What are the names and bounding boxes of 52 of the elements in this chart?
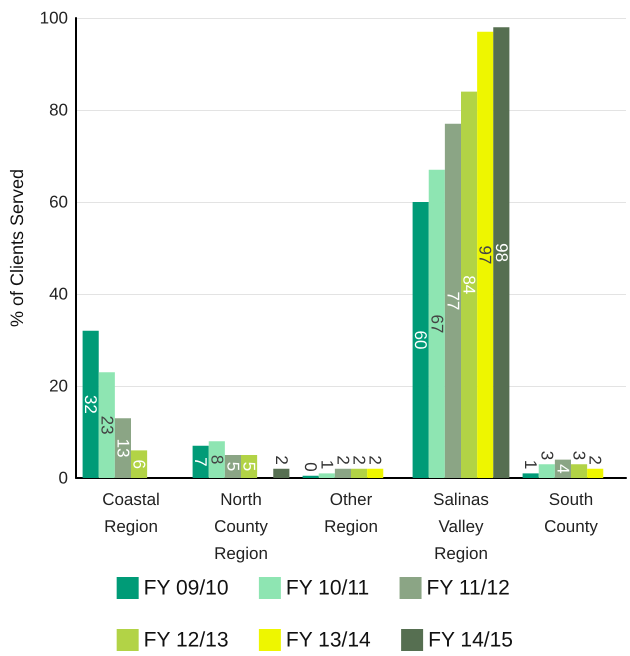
bar [412,202,429,478]
data-label: 60 [411,330,430,350]
bar [428,170,445,478]
data-label: 13 [113,438,132,458]
x-tick-label: North County Region [214,490,268,563]
y-axis-title: % of Clients Served [7,168,27,328]
legend-label: FY 11/12 [426,576,510,600]
bar [192,446,209,478]
y-tick-label: 100 [40,8,68,28]
data-label: 1 [521,460,540,470]
data-label: 84 [460,275,479,294]
data-label: 6 [130,459,149,469]
bar [522,473,539,478]
legend-label: FY 14/15 [428,628,513,652]
bar [351,468,368,478]
legend-label: FY 12/13 [144,628,229,652]
y-tick-label: 80 [49,100,68,120]
data-label: 5 [223,462,242,472]
bar [587,468,604,478]
bar [273,468,290,478]
bar [334,468,351,478]
x-tick-label: Other Region [324,490,378,536]
x-tick-label: Coastal Region [102,490,160,536]
legend-label: FY 10/11 [286,576,370,600]
legend-label: FY 09/10 [144,576,229,600]
bar [538,464,555,478]
data-label: 4 [553,464,572,474]
bar [82,330,99,478]
bar [208,441,225,478]
y-tick-label: 0 [58,468,68,488]
legend-label: FY 13/14 [286,628,372,652]
bar [98,372,115,478]
data-label: 32 [81,394,100,414]
bar [461,92,478,478]
bar [367,468,384,478]
bar [444,124,461,478]
data-label: 23 [97,416,116,435]
data-label: 3 [537,450,556,460]
bar [114,418,131,478]
bar [493,27,510,478]
y-tick-label: 60 [49,192,68,212]
y-tick-label: 20 [49,376,68,396]
bar [571,464,588,478]
y-tick-label: 40 [49,284,68,304]
data-label: 2 [272,455,291,465]
x-tick-label: South County [544,490,598,536]
data-label: 5 [240,462,259,472]
bar [318,473,335,478]
data-label: 77 [443,291,462,310]
data-label: 67 [427,314,446,334]
bar [477,32,494,478]
x-tick-label: Salinas Valley Region [433,490,489,563]
